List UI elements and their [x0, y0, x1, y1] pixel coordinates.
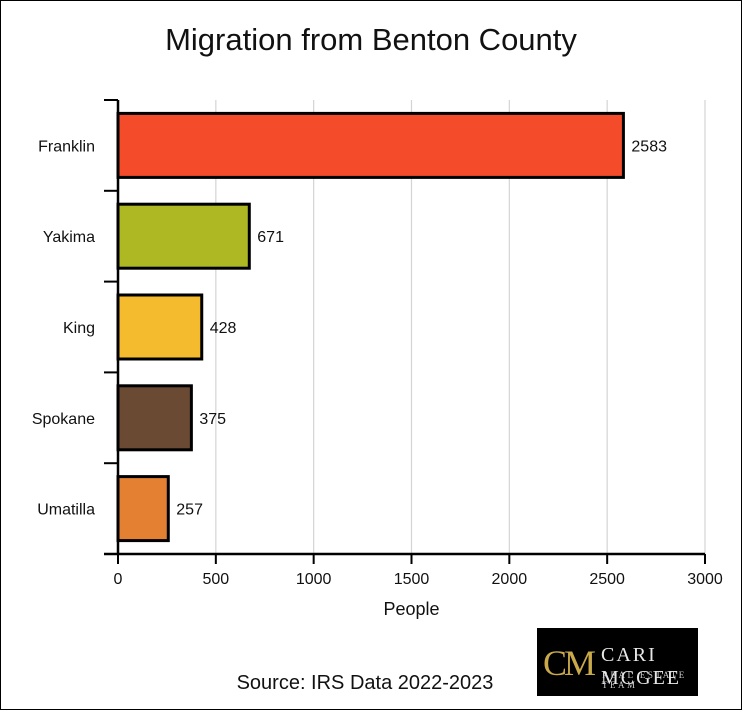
logo-monogram: CM [543, 643, 596, 683]
category-label: Spokane [32, 411, 95, 428]
data-label: 375 [199, 411, 226, 428]
x-tick-label: 1000 [296, 571, 332, 588]
x-tick-label: 500 [202, 571, 229, 588]
x-tick-label: 2000 [492, 571, 528, 588]
bar-franklin [116, 111, 625, 179]
category-label: Franklin [38, 138, 95, 155]
data-label: 257 [176, 502, 203, 519]
logo-tagline: REAL ESTATE TEAM [602, 670, 687, 690]
data-label: 428 [210, 320, 237, 337]
bar-king [116, 293, 204, 361]
category-label: Yakima [43, 229, 95, 246]
bar-yakima [116, 202, 251, 270]
x-tick-label: 3000 [687, 571, 723, 588]
x-tick-label: 1500 [394, 571, 430, 588]
data-label: 671 [257, 229, 284, 246]
x-axis-title: People [383, 599, 439, 619]
x-tick-label: 2500 [589, 571, 625, 588]
chart-title: Migration from Benton County [165, 22, 577, 57]
brand-logo: CM CARI MCGEE REAL ESTATE TEAM [537, 628, 698, 696]
category-label: Umatilla [37, 502, 95, 519]
source-note: Source: IRS Data 2022-2023 [236, 672, 494, 694]
bar-spokane [116, 384, 193, 452]
x-tick-label: 0 [114, 571, 123, 588]
logo-name: CARI MCGEE [601, 644, 681, 689]
data-label: 2583 [631, 138, 667, 155]
category-label: King [63, 320, 95, 337]
bar-umatilla [116, 475, 170, 543]
